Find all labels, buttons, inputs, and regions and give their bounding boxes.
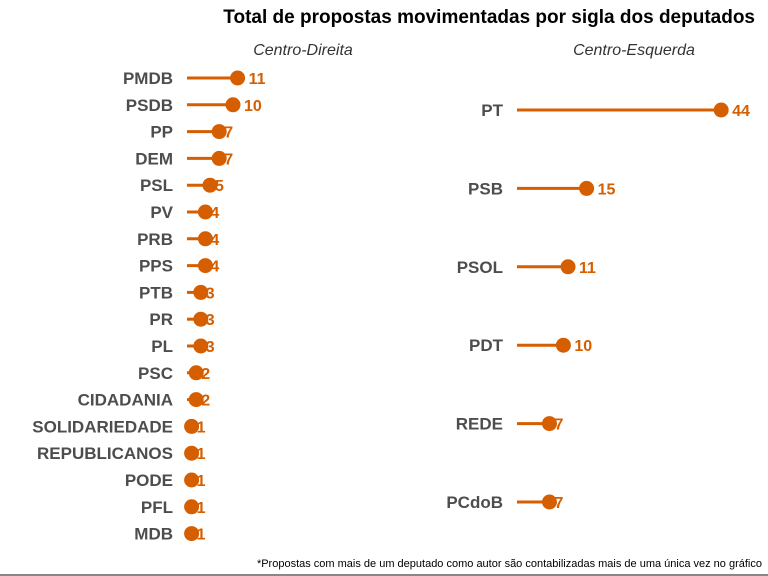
category-label: REPUBLICANOS [37, 444, 173, 463]
category-label: PSDB [126, 96, 173, 115]
lollipop-point [184, 418, 200, 434]
lollipop-point [560, 259, 576, 275]
lollipop-point [555, 337, 571, 353]
value-label: 10 [574, 338, 592, 355]
value-label: 2 [201, 393, 210, 410]
lollipop-point [541, 416, 557, 432]
lollipop-point [230, 70, 246, 86]
category-label: PR [149, 310, 173, 329]
lollipop-point [197, 258, 213, 274]
category-label: DEM [135, 149, 173, 168]
lollipop-point [541, 494, 557, 510]
lollipop-point [579, 180, 595, 196]
value-label: 7 [224, 151, 233, 168]
lollipop-point [188, 365, 204, 381]
lollipop-point [184, 445, 200, 461]
lollipop-point [211, 124, 227, 140]
value-label: 3 [206, 312, 215, 329]
category-label: PL [151, 337, 173, 356]
lollipop-point [184, 499, 200, 515]
category-label: PSL [140, 176, 173, 195]
value-label: 1 [197, 500, 206, 517]
category-label: PPS [139, 257, 173, 276]
value-label: 4 [210, 259, 219, 276]
panel-title-centro-esquerda: Centro-Esquerda [573, 42, 695, 59]
value-label: 1 [197, 419, 206, 436]
value-label: 44 [732, 103, 750, 120]
lollipop-point [197, 231, 213, 247]
lollipop-point [197, 204, 213, 220]
value-label: 10 [244, 98, 262, 115]
lollipop-point [202, 177, 218, 193]
lollipop-point [188, 392, 204, 408]
value-label: 15 [598, 181, 616, 198]
chart-title: Total de propostas movimentadas por sigl… [223, 7, 755, 28]
category-label: PRB [137, 230, 173, 249]
value-label: 3 [206, 339, 215, 356]
category-label: PCdoB [446, 493, 503, 512]
lollipop-point [211, 150, 227, 166]
value-label: 1 [197, 527, 206, 544]
value-label: 7 [554, 495, 563, 512]
value-label: 3 [206, 285, 215, 302]
category-label: REDE [456, 415, 503, 434]
category-label: PSB [468, 179, 503, 198]
value-label: 1 [197, 446, 206, 463]
lollipop-point [193, 311, 209, 327]
category-label: CIDADANIA [78, 391, 173, 410]
panel-title-centro-direita: Centro-Direita [253, 42, 353, 59]
category-label: SOLIDARIEDADE [32, 417, 173, 436]
category-label: PODE [125, 471, 173, 490]
lollipop-point [193, 338, 209, 354]
footnote: *Propostas com mais de um deputado como … [257, 558, 762, 570]
lollipop-point [193, 284, 209, 300]
category-label: PT [481, 101, 503, 120]
lollipop-point [184, 526, 200, 542]
category-label: PMDB [123, 69, 173, 88]
value-label: 2 [201, 366, 210, 383]
value-label: 4 [210, 232, 219, 249]
lollipop-point [225, 97, 241, 113]
category-label: MDB [134, 525, 173, 544]
value-label: 4 [210, 205, 219, 222]
lollipop-point [184, 472, 200, 488]
value-label: 5 [215, 178, 224, 195]
value-label: 11 [249, 71, 266, 88]
lollipop-point [713, 102, 729, 118]
category-label: PP [150, 123, 173, 142]
category-label: PSOL [457, 258, 503, 277]
category-label: PTB [139, 283, 173, 302]
value-label: 7 [224, 125, 233, 142]
category-label: PDT [469, 336, 504, 355]
value-label: 7 [554, 417, 563, 434]
value-label: 11 [579, 260, 596, 277]
value-label: 1 [197, 473, 206, 490]
category-label: PSC [138, 364, 173, 383]
category-label: PFL [141, 498, 173, 517]
category-label: PV [150, 203, 173, 222]
